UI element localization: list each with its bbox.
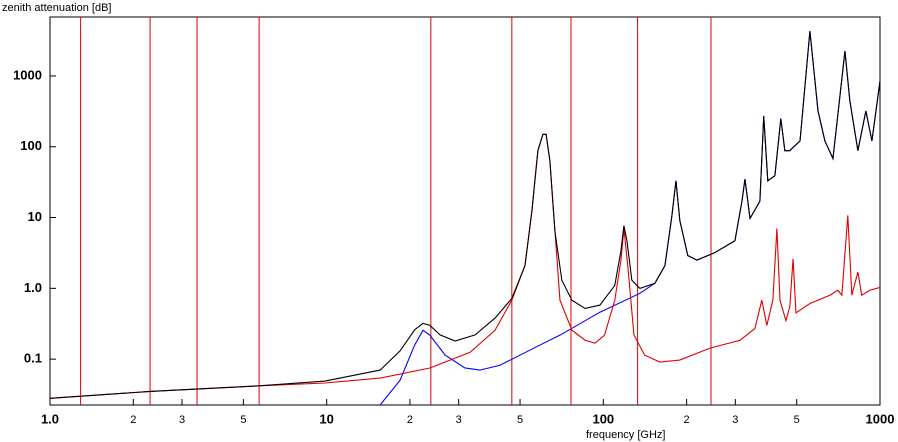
series-line <box>50 31 880 399</box>
x-tick-label: 3 <box>732 414 738 426</box>
y-tick-label: 10 <box>28 209 42 224</box>
y-tick-label: 1000 <box>13 67 42 82</box>
y-tick-label: 1.0 <box>24 280 42 295</box>
x-tick-label: 5 <box>240 414 246 426</box>
x-tick-label: 2 <box>407 414 413 426</box>
x-tick-label: 10 <box>319 411 333 426</box>
plot-frame <box>49 16 881 406</box>
x-tick-label: 2 <box>684 414 690 426</box>
x-tick-label: 100 <box>592 411 614 426</box>
x-tick-label: 5 <box>517 414 523 426</box>
x-tick-label: 3 <box>179 414 185 426</box>
x-tick-label: 5 <box>794 414 800 426</box>
x-tick-label: 3 <box>456 414 462 426</box>
y-axis-label: zenith attenuation [dB] <box>2 2 111 14</box>
x-tick-label: 1.0 <box>41 411 59 426</box>
x-axis-label: frequency [GHz] <box>586 429 665 441</box>
y-tick-label: 0.1 <box>24 351 42 366</box>
x-tick-label: 2 <box>130 414 136 426</box>
y-tick-label: 100 <box>20 138 42 153</box>
x-tick-label: 1000 <box>866 411 895 426</box>
